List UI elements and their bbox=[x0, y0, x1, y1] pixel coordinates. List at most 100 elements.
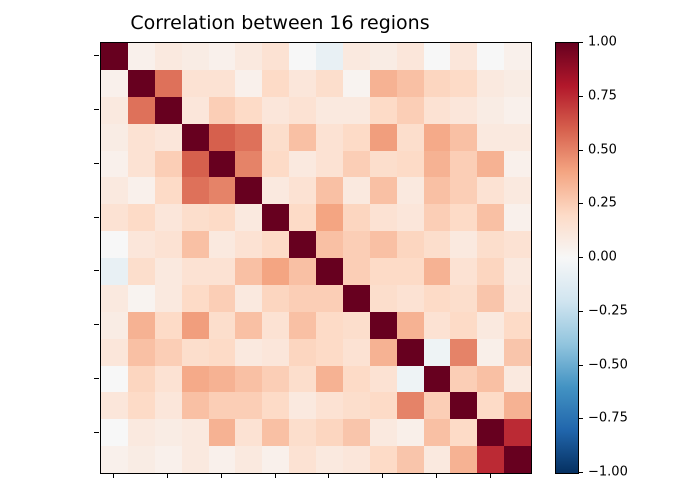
heatmap-cell bbox=[316, 339, 343, 366]
heatmap-axes bbox=[100, 42, 532, 474]
heatmap-cell bbox=[101, 177, 128, 204]
heatmap-cell bbox=[289, 446, 316, 473]
heatmap-cell bbox=[343, 151, 370, 178]
heatmap-cell bbox=[316, 177, 343, 204]
heatmap-cell bbox=[262, 258, 289, 285]
heatmap-cell bbox=[155, 43, 182, 70]
heatmap-cell bbox=[155, 285, 182, 312]
y-tick bbox=[94, 163, 99, 164]
heatmap-cell bbox=[343, 204, 370, 231]
heatmap-cell bbox=[289, 124, 316, 151]
heatmap-cell bbox=[343, 43, 370, 70]
heatmap-cell bbox=[289, 285, 316, 312]
colorbar-gradient bbox=[556, 43, 578, 473]
heatmap-cell bbox=[101, 43, 128, 70]
y-tick bbox=[94, 217, 99, 218]
colorbar-tick bbox=[578, 365, 583, 366]
heatmap-cell bbox=[450, 124, 477, 151]
heatmap-cell bbox=[182, 204, 209, 231]
heatmap-cell bbox=[262, 70, 289, 97]
heatmap-cell bbox=[424, 124, 451, 151]
heatmap-cell bbox=[504, 339, 531, 366]
heatmap-cell bbox=[424, 392, 451, 419]
heatmap-cell bbox=[128, 446, 155, 473]
heatmap-cell bbox=[101, 97, 128, 124]
heatmap-cell bbox=[397, 124, 424, 151]
heatmap-cell bbox=[289, 258, 316, 285]
heatmap-cell bbox=[477, 204, 504, 231]
heatmap-cell bbox=[289, 177, 316, 204]
heatmap-cell bbox=[155, 419, 182, 446]
heatmap-cell bbox=[397, 312, 424, 339]
colorbar-tick-label: −1.00 bbox=[588, 465, 628, 480]
heatmap-cell bbox=[209, 366, 236, 393]
heatmap-cell bbox=[477, 366, 504, 393]
heatmap-cell bbox=[209, 97, 236, 124]
heatmap-cell bbox=[262, 97, 289, 124]
heatmap-cell bbox=[477, 177, 504, 204]
heatmap-cell bbox=[397, 366, 424, 393]
heatmap-cell bbox=[316, 43, 343, 70]
colorbar-tick-label: 0.25 bbox=[588, 196, 617, 211]
heatmap-cell bbox=[289, 204, 316, 231]
heatmap-cell bbox=[316, 70, 343, 97]
heatmap-cell bbox=[155, 124, 182, 151]
heatmap-cell bbox=[101, 204, 128, 231]
x-tick bbox=[436, 473, 437, 478]
heatmap-cell bbox=[424, 339, 451, 366]
heatmap-cell bbox=[316, 392, 343, 419]
heatmap-cell bbox=[182, 177, 209, 204]
heatmap-cell bbox=[370, 446, 397, 473]
heatmap-cell bbox=[235, 339, 262, 366]
heatmap-cell bbox=[262, 366, 289, 393]
y-tick bbox=[94, 378, 99, 379]
heatmap-cell bbox=[504, 124, 531, 151]
heatmap-cell bbox=[477, 392, 504, 419]
heatmap-cell bbox=[316, 366, 343, 393]
heatmap-cell bbox=[235, 204, 262, 231]
colorbar-tick bbox=[578, 96, 583, 97]
heatmap-cell bbox=[343, 339, 370, 366]
heatmap-cell bbox=[504, 419, 531, 446]
y-tick bbox=[94, 109, 99, 110]
heatmap-cell bbox=[235, 258, 262, 285]
heatmap-cell bbox=[504, 43, 531, 70]
heatmap-cell bbox=[128, 392, 155, 419]
heatmap-cell bbox=[209, 419, 236, 446]
heatmap-cell bbox=[450, 446, 477, 473]
heatmap-cell bbox=[316, 204, 343, 231]
heatmap-cell bbox=[289, 392, 316, 419]
heatmap-cell bbox=[343, 231, 370, 258]
heatmap-cell bbox=[343, 366, 370, 393]
colorbar-tick bbox=[578, 203, 583, 204]
heatmap-cell bbox=[128, 124, 155, 151]
heatmap-cell bbox=[370, 70, 397, 97]
heatmap-cell bbox=[235, 366, 262, 393]
heatmap-cell bbox=[262, 285, 289, 312]
heatmap-cell bbox=[424, 258, 451, 285]
heatmap-cell bbox=[182, 446, 209, 473]
heatmap-cell bbox=[477, 151, 504, 178]
heatmap-cell bbox=[504, 231, 531, 258]
heatmap-cell bbox=[343, 258, 370, 285]
heatmap-cell bbox=[182, 43, 209, 70]
y-tick bbox=[94, 432, 99, 433]
x-tick bbox=[167, 473, 168, 478]
heatmap-cell bbox=[450, 43, 477, 70]
heatmap-cell bbox=[155, 366, 182, 393]
heatmap-cell bbox=[101, 419, 128, 446]
heatmap-cell bbox=[262, 231, 289, 258]
heatmap-cell bbox=[155, 151, 182, 178]
heatmap-cell bbox=[504, 177, 531, 204]
heatmap-cell bbox=[128, 339, 155, 366]
heatmap-cell bbox=[504, 312, 531, 339]
heatmap-cell bbox=[316, 446, 343, 473]
heatmap-cell bbox=[370, 392, 397, 419]
heatmap-cell bbox=[424, 446, 451, 473]
heatmap-cell bbox=[182, 392, 209, 419]
heatmap-cell bbox=[155, 339, 182, 366]
heatmap-cell bbox=[235, 231, 262, 258]
heatmap-cell bbox=[128, 231, 155, 258]
x-tick bbox=[113, 473, 114, 478]
heatmap-cell bbox=[477, 124, 504, 151]
